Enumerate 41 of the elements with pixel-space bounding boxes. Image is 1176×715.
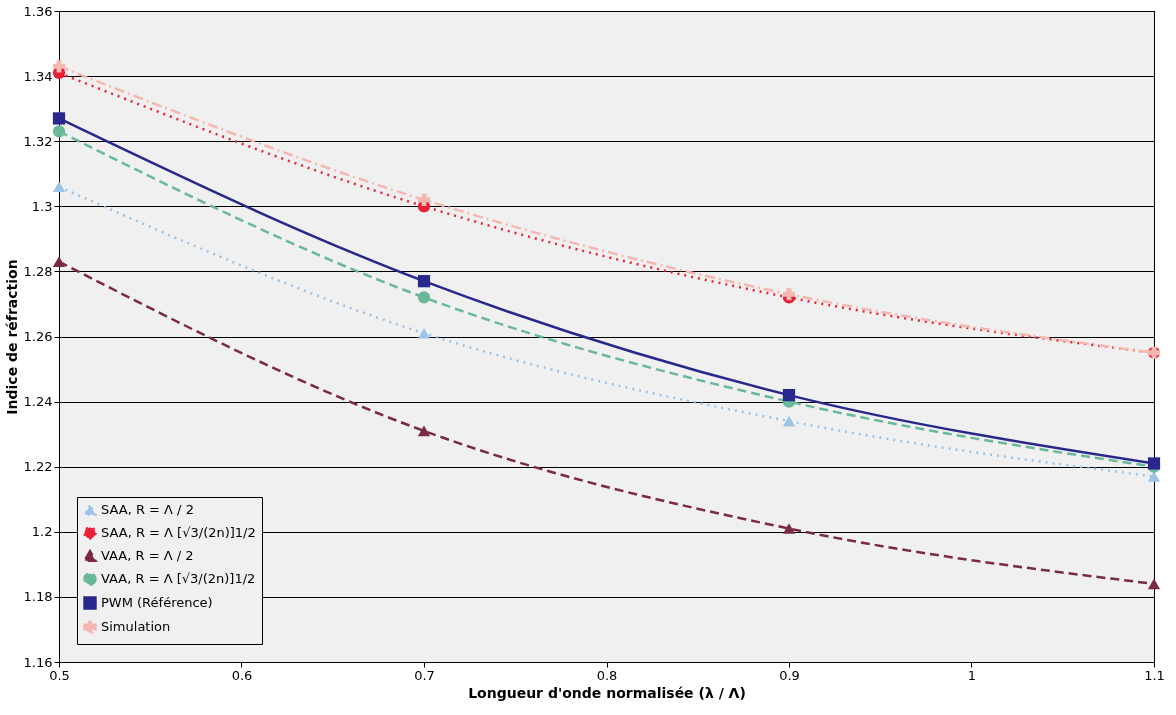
point: [52, 181, 66, 193]
y-tick-label: 1.2: [31, 524, 53, 540]
x-tick-label: 0.6: [231, 667, 253, 683]
point: [1147, 471, 1161, 482]
y-tick-label: 1.26: [23, 329, 53, 344]
y-tick-label: 1.16: [23, 654, 53, 670]
y-tick-label: 1.28: [23, 263, 53, 279]
y-axis-title: Indice de réfraction: [3, 259, 20, 415]
y-tick-label: 1.24: [23, 394, 53, 410]
point: [52, 256, 66, 267]
point: [782, 523, 796, 534]
point: [417, 275, 431, 288]
point: [1147, 578, 1161, 590]
x-tick-label: 1.1: [1144, 667, 1165, 683]
y-tick-label: 1.18: [23, 589, 53, 605]
x-tick-label: 0.7: [414, 667, 435, 683]
point: [417, 291, 431, 304]
legend-label: VAA, R = Λ [√3/(2n)]1/2: [101, 571, 256, 586]
y-tick-label: 1.36: [23, 3, 53, 19]
x-axis-title: Longueur d'onde normalisée (λ / Λ): [468, 684, 746, 701]
y-tick-label: 1.22: [23, 459, 53, 475]
point: [417, 425, 431, 437]
point: [52, 125, 66, 138]
point: [417, 327, 431, 339]
legend-label: VAA, R = Λ / 2: [101, 548, 194, 563]
x-tick-label: 0.9: [779, 667, 800, 683]
point: [52, 112, 66, 125]
y-tick-label: 1.34: [23, 68, 53, 84]
y-tick-label: 1.32: [23, 133, 53, 149]
point: [782, 415, 796, 427]
x-tick-label: 0.5: [49, 667, 70, 683]
point: [782, 388, 796, 402]
x-tick-label: 1: [967, 667, 977, 683]
point: [417, 193, 431, 206]
y-tick-label: 1.3: [31, 198, 53, 214]
x-tick-label: 0.8: [596, 667, 618, 683]
legend-label: Simulation: [101, 619, 171, 634]
legend-label: PWM (Référence): [101, 595, 213, 610]
legend-label: SAA, R = Λ [√3/(2n)]1/2: [101, 525, 256, 540]
point: [52, 60, 66, 73]
legend-label: SAA, R = Λ / 2: [101, 502, 194, 517]
